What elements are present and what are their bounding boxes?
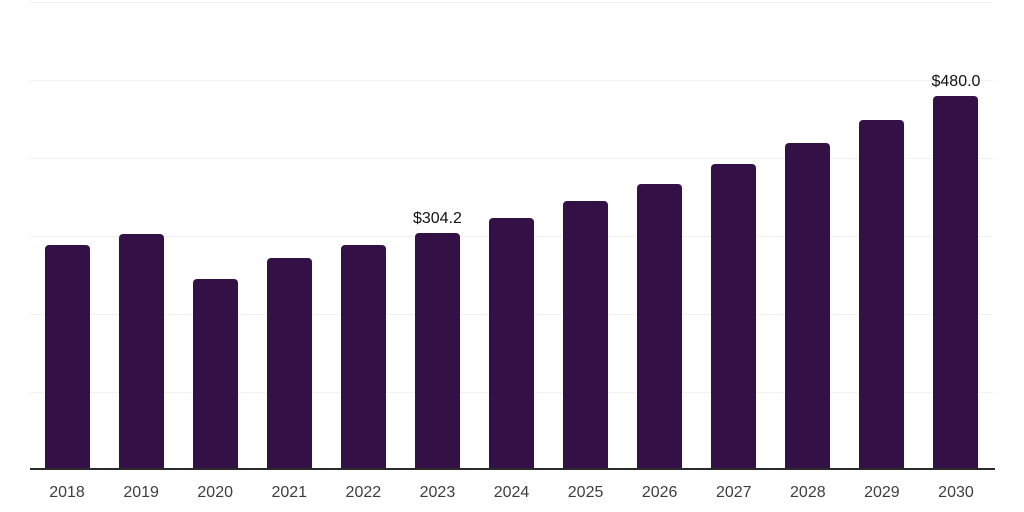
bars-layer: $304.2 $480.0: [30, 2, 993, 470]
gridline-500: [30, 79, 993, 81]
bar-2021[interactable]: [266, 257, 312, 470]
bar-column-2021: [252, 2, 326, 470]
bar-2019[interactable]: [118, 234, 164, 470]
bar-column-2026: [623, 2, 697, 470]
bar-column-2019: [104, 2, 178, 470]
bar-column-2027: [697, 2, 771, 470]
x-tick-label-2020: 2020: [197, 484, 233, 501]
bar-column-2030: $480.0: [919, 2, 993, 470]
x-tick-label-2022: 2022: [345, 484, 382, 501]
bar-column-2028: [771, 2, 845, 470]
x-tick-label-2018: 2018: [49, 484, 85, 501]
x-tick-label-2021: 2021: [271, 484, 308, 501]
bar-column-2018: [30, 2, 104, 470]
bar-2030[interactable]: [933, 95, 979, 470]
x-tick-label-2025: 2025: [567, 484, 604, 501]
bar-column-2029: [845, 2, 919, 470]
bar-column-2020: [178, 2, 252, 470]
x-axis-line: [30, 468, 995, 470]
gridline-600: [30, 2, 993, 3]
bar-2028[interactable]: [785, 143, 831, 470]
bar-2020[interactable]: [192, 278, 238, 470]
x-tick-label-2023: 2023: [419, 484, 456, 501]
x-axis-labels: 2018 2019 2020 2021 2022 2023 2024 2025 2026 2027…: [30, 483, 993, 503]
x-tick-label-2029: 2029: [864, 484, 900, 501]
bar-2025[interactable]: [563, 200, 609, 470]
x-tick-label-2027: 2027: [715, 484, 752, 501]
plot-area: $304.2 $480.0: [30, 2, 995, 470]
bar-2027[interactable]: [711, 164, 757, 470]
bar-2024[interactable]: [489, 218, 534, 470]
x-tick-label-2019: 2019: [123, 484, 159, 501]
bar-column-2025: [549, 2, 623, 470]
bar-column-2024: [474, 2, 548, 470]
x-tick-label-2024: 2024: [493, 484, 530, 501]
bar-2026[interactable]: [637, 183, 683, 470]
bar-2023[interactable]: [414, 232, 460, 470]
x-tick-label-2030: 2030: [938, 484, 974, 501]
bar-2022[interactable]: [340, 244, 386, 470]
bar-2018[interactable]: [44, 245, 90, 470]
bar-column-2022: [326, 2, 400, 470]
gridline-400: [30, 157, 993, 159]
x-tick-label-2028: 2028: [790, 484, 826, 501]
bar-column-2023: $304.2: [400, 2, 474, 470]
data-label-2023: $304.2: [412, 209, 462, 227]
x-tick-label-2026: 2026: [641, 484, 678, 501]
data-label-2030: $480.0: [931, 72, 981, 90]
bar-2029[interactable]: [859, 119, 905, 470]
